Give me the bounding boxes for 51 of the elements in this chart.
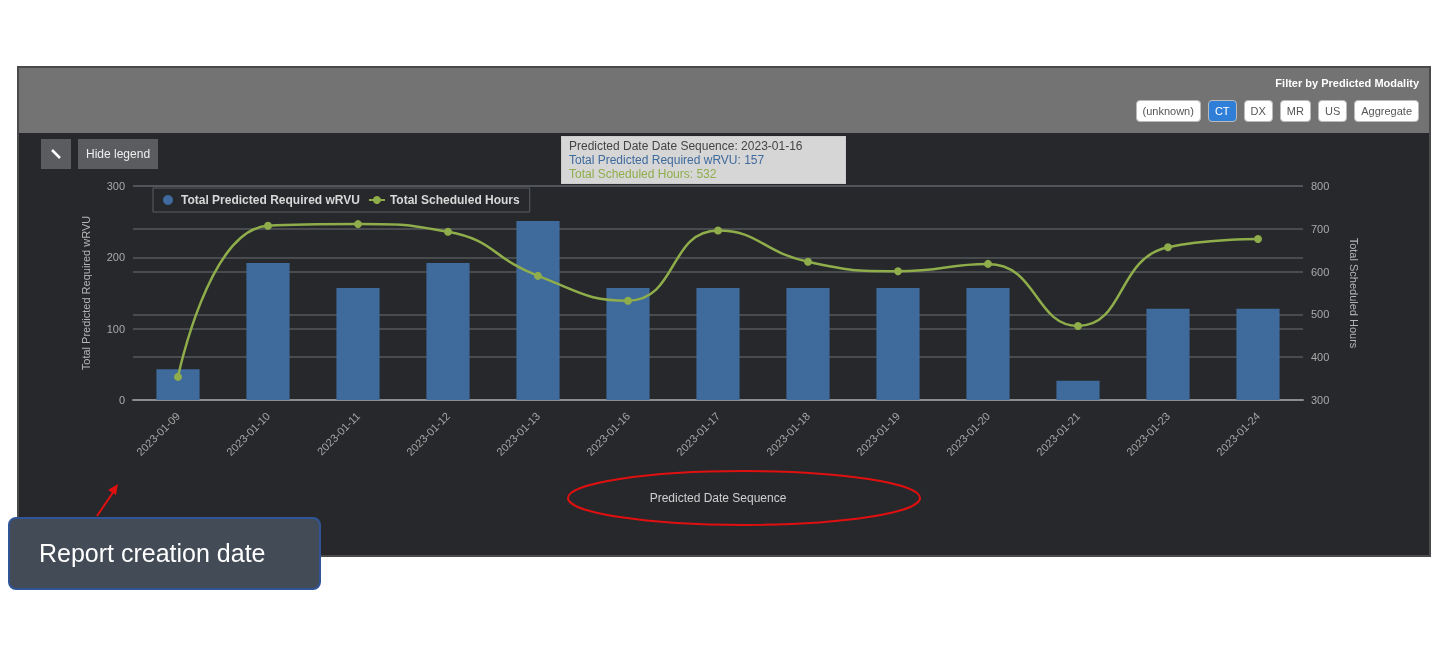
bar bbox=[426, 263, 470, 400]
text: Filter by Predicted Modality bbox=[1275, 77, 1419, 89]
bar bbox=[156, 369, 200, 400]
filter-button: MR bbox=[1279, 100, 1311, 122]
point bbox=[804, 257, 812, 266]
y-axis-title: Total Predicted Required wRVU bbox=[79, 215, 92, 371]
filter-button: DX bbox=[1243, 100, 1273, 122]
point bbox=[1254, 235, 1262, 244]
point bbox=[1074, 321, 1082, 330]
filter-button: CT bbox=[1207, 100, 1237, 122]
bar bbox=[1056, 380, 1100, 400]
bar bbox=[696, 288, 740, 400]
filter-button: (unknown) bbox=[1135, 100, 1201, 122]
bar bbox=[516, 220, 560, 400]
y2-tick-label: 600 bbox=[1311, 265, 1330, 278]
point bbox=[174, 372, 182, 381]
point bbox=[354, 220, 362, 229]
y-tick-label: 100 bbox=[106, 322, 125, 335]
toggle-button: Hide legend bbox=[78, 139, 159, 169]
callout-box: Report creation date bbox=[8, 517, 321, 590]
bar bbox=[1146, 308, 1190, 400]
bar bbox=[246, 263, 290, 400]
bar bbox=[606, 288, 650, 400]
y2-tick-label: 500 bbox=[1311, 308, 1330, 321]
legend-label: Total Predicted Required wRVU bbox=[181, 193, 360, 207]
bar bbox=[336, 288, 380, 400]
y2-tick-label: 300 bbox=[1311, 394, 1330, 406]
legend-label: Total Scheduled Hours bbox=[389, 193, 521, 207]
x-axis-title: Predicted Date Sequence bbox=[649, 491, 787, 505]
point bbox=[714, 226, 722, 235]
y2-tick-label: 400 bbox=[1311, 351, 1330, 364]
point bbox=[624, 296, 632, 305]
bar bbox=[876, 288, 920, 400]
y-tick-label: 300 bbox=[106, 180, 125, 192]
point bbox=[1164, 243, 1172, 252]
tooltip-box: Predicted Date Date Sequence: 2023-01-16 Total Predicted Required wRVU: 157 Total Scheduled Hours: 532 bbox=[561, 136, 846, 184]
y-tick-label: 0 bbox=[118, 394, 125, 406]
y2-tick-label: 800 bbox=[1311, 180, 1330, 192]
bar bbox=[786, 288, 830, 400]
y2-tick-label: 700 bbox=[1311, 222, 1330, 235]
filter-button: Aggregate bbox=[1354, 100, 1419, 122]
y-tick-label: 200 bbox=[106, 251, 125, 264]
point bbox=[264, 221, 272, 230]
bar bbox=[966, 288, 1010, 400]
point bbox=[984, 259, 992, 268]
y2-axis-title: Total Scheduled Hours bbox=[1347, 237, 1360, 349]
filter-button: US bbox=[1317, 100, 1348, 122]
point bbox=[444, 227, 452, 236]
bar bbox=[1236, 308, 1280, 400]
point bbox=[894, 267, 902, 276]
point bbox=[534, 271, 542, 280]
